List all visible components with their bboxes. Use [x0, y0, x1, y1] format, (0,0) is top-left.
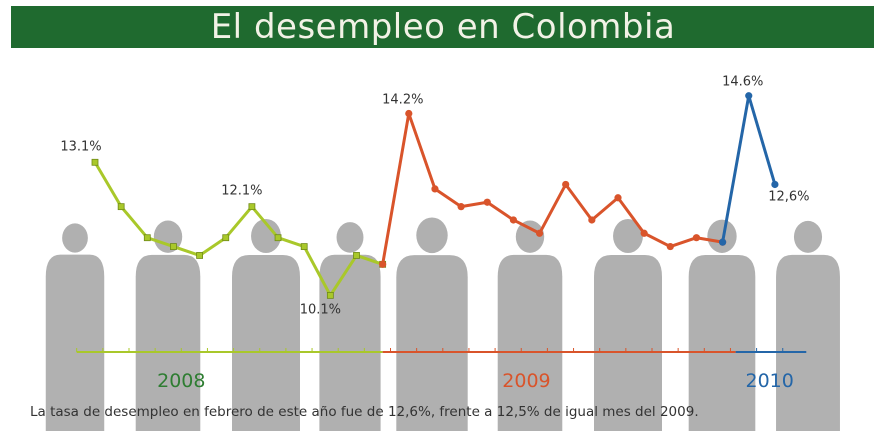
data-point	[745, 92, 753, 100]
silhouette-body	[232, 255, 300, 431]
person-silhouette	[776, 220, 840, 431]
data-point	[719, 238, 727, 246]
data-point	[509, 216, 517, 224]
chart-title: El desempleo en Colombia	[210, 7, 676, 47]
data-point	[196, 252, 204, 259]
data-point	[222, 234, 230, 242]
caption: La tasa de desempleo en febrero de este …	[30, 404, 699, 420]
series-2010	[719, 92, 779, 246]
person-silhouette	[594, 219, 662, 431]
series-line-2010	[721, 94, 777, 243]
silhouette-body	[688, 254, 756, 431]
data-point	[457, 203, 465, 211]
title-banner: El desempleo en Colombia	[11, 6, 874, 48]
series-line-2009	[381, 111, 723, 265]
person-silhouette	[688, 219, 756, 431]
data-label: 14.2%	[382, 92, 423, 107]
data-label: 12,6%	[768, 189, 809, 204]
person-silhouette	[396, 217, 468, 431]
silhouette-head	[613, 219, 643, 253]
year-label-2009: 2009	[502, 370, 550, 392]
silhouette-body	[497, 254, 563, 431]
data-point	[614, 194, 622, 202]
data-point	[535, 229, 544, 237]
data-label: 14.6%	[722, 75, 763, 90]
data-point	[666, 242, 674, 251]
silhouette-head	[793, 220, 823, 253]
data-point	[562, 180, 570, 189]
data-labels: 13.1% 12.1% 10.1% 14.2% 14.6% 12,6%	[60, 75, 809, 318]
data-point	[771, 180, 779, 189]
silhouette-body	[319, 254, 381, 431]
year-label-2010: 2010	[745, 370, 793, 392]
data-label: 13.1%	[60, 139, 101, 154]
silhouette-body	[776, 254, 840, 431]
data-point	[405, 109, 413, 118]
data-point	[379, 260, 387, 268]
data-point	[588, 216, 596, 224]
silhouette-body	[396, 255, 468, 431]
data-label: 12.1%	[221, 184, 262, 199]
data-point	[274, 234, 282, 242]
silhouette-head	[251, 219, 281, 253]
silhouette-head	[336, 222, 364, 253]
silhouette-body	[45, 254, 105, 431]
data-point	[170, 243, 177, 250]
person-silhouette	[319, 222, 381, 431]
data-point	[483, 198, 491, 206]
data-point	[431, 185, 439, 193]
timeline	[76, 348, 807, 353]
series-2008	[91, 158, 387, 299]
series-layer	[91, 92, 779, 299]
data-point	[91, 158, 99, 166]
silhouette-head	[515, 220, 545, 253]
data-point	[692, 234, 701, 242]
year-labels: 2008 2009 2010	[157, 370, 794, 392]
data-point	[326, 291, 334, 299]
data-point	[353, 252, 360, 259]
series-line-2008	[93, 161, 384, 297]
year-label-2008: 2008	[157, 370, 205, 392]
people-silhouettes	[45, 217, 840, 431]
silhouette-head	[707, 219, 737, 253]
data-point	[143, 234, 151, 242]
silhouette-head	[62, 223, 88, 253]
person-silhouette	[45, 223, 105, 431]
silhouette-body	[135, 254, 201, 431]
person-silhouette	[497, 220, 563, 431]
data-point	[640, 229, 648, 237]
silhouette-body	[594, 255, 662, 431]
data-point	[117, 203, 125, 211]
person-silhouette	[232, 219, 300, 431]
silhouette-head	[416, 217, 448, 254]
data-label: 10.1%	[300, 302, 341, 317]
data-point	[248, 203, 256, 211]
data-point	[300, 243, 308, 250]
